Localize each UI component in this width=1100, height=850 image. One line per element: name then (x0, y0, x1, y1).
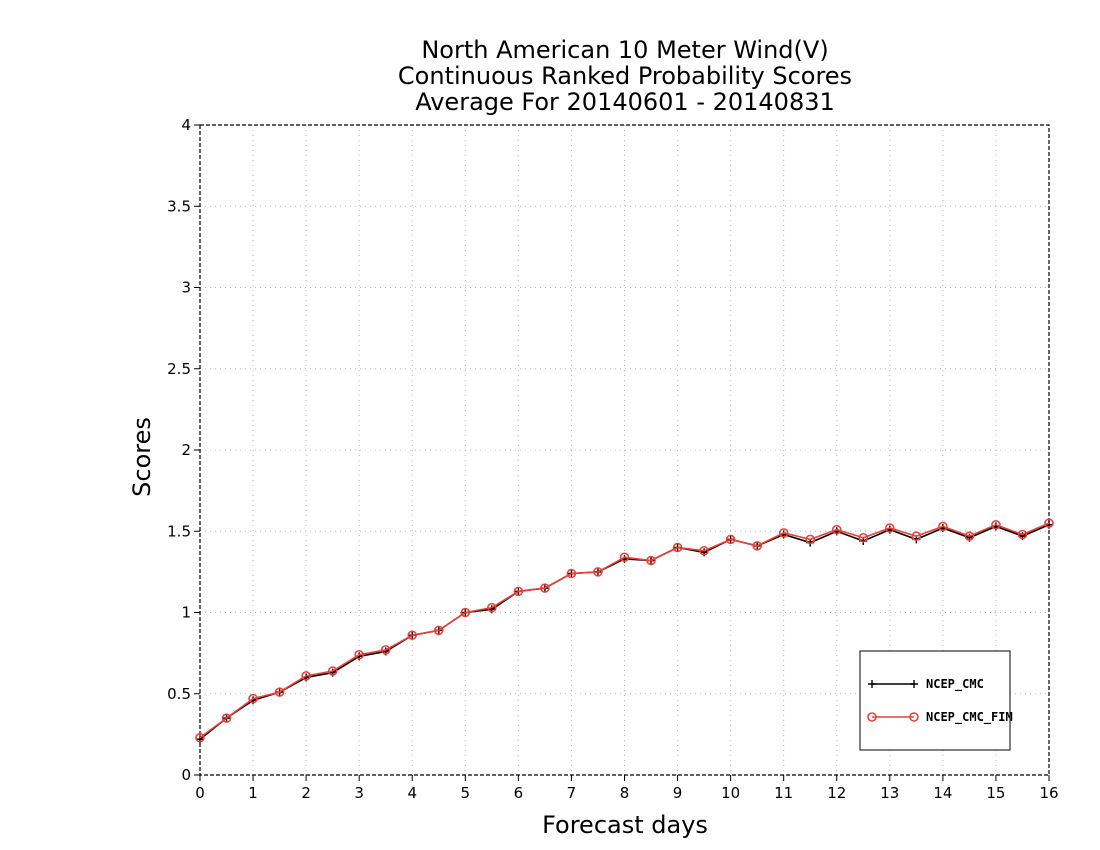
data-point (646, 555, 656, 566)
data-point (911, 531, 922, 541)
grid-lines (200, 125, 1049, 775)
y-tick-label: 1.5 (167, 522, 191, 540)
data-point (831, 524, 842, 535)
data-point (513, 586, 524, 597)
x-tick-label: 3 (354, 784, 364, 802)
y-tick-label: 2.5 (167, 360, 191, 378)
x-tick-label: 16 (1039, 784, 1058, 802)
legend-box (859, 650, 1011, 751)
data-point (380, 645, 391, 655)
title-line-2: Continuous Ranked Probability Scores (398, 62, 852, 90)
y-tick-label: 1 (181, 604, 191, 622)
data-point (1017, 529, 1028, 540)
data-point (991, 519, 1001, 530)
x-tick-label: 15 (986, 784, 1005, 802)
x-tick-label: 2 (301, 784, 311, 802)
y-tick-label: 2 (181, 441, 191, 459)
x-tick-label: 6 (514, 784, 524, 802)
x-tick-label: 11 (774, 784, 793, 802)
data-point (858, 532, 869, 543)
y-axis: 0 0.5 1 1.5 2 2.5 3 3.5 4 (167, 116, 200, 784)
data-point (1044, 518, 1054, 528)
series-ncep-cmc-fim (195, 518, 1054, 743)
title-line-3: Average For 20140601 - 20140831 (415, 88, 835, 116)
legend-marker (910, 680, 918, 688)
y-tick-label: 3 (181, 279, 191, 297)
data-point (885, 523, 895, 533)
series-line (199, 522, 1050, 739)
data-point (301, 671, 311, 681)
legend-marker (868, 680, 876, 688)
x-tick-label: 12 (827, 784, 846, 802)
y-tick-label: 4 (181, 116, 191, 134)
x-tick-label: 0 (195, 784, 205, 802)
x-tick-label: 13 (880, 784, 899, 802)
y-tick-label: 0.5 (167, 685, 191, 703)
data-point (221, 713, 232, 723)
legend: NCEP_CMC NCEP_CMC_FIM (859, 650, 1013, 751)
data-point (805, 534, 816, 545)
data-point (540, 583, 550, 593)
data-point (195, 732, 205, 743)
data-point (407, 630, 418, 641)
x-tick-label: 7 (567, 784, 577, 802)
y-axis-label: Scores (128, 417, 156, 497)
series-group (195, 518, 1054, 744)
legend-marker (867, 712, 877, 722)
data-point (938, 521, 948, 532)
legend-marker (909, 712, 919, 722)
x-tick-label: 5 (461, 784, 471, 802)
data-point (274, 687, 285, 697)
x-tick-label: 14 (933, 784, 952, 802)
x-tick-label: 10 (721, 784, 740, 802)
data-point (672, 542, 683, 553)
data-point (619, 552, 630, 563)
x-tick-label: 9 (673, 784, 683, 802)
data-point (487, 602, 497, 613)
chart-title: North American 10 Meter Wind(V) Continuo… (398, 36, 852, 116)
y-tick-label: 0 (181, 766, 191, 784)
data-point (964, 531, 975, 541)
data-point (433, 625, 444, 636)
title-line-1: North American 10 Meter Wind(V) (421, 36, 828, 64)
data-point (566, 568, 577, 579)
data-point (699, 545, 709, 556)
data-point (593, 567, 603, 577)
legend-items: NCEP_CMC NCEP_CMC_FIM (867, 677, 1013, 725)
legend-item: NCEP_CMC_FIM (867, 710, 1013, 725)
x-axis-label: Forecast days (542, 811, 708, 839)
data-point (327, 666, 338, 676)
x-tick-label: 8 (620, 784, 630, 802)
y-tick-label: 3.5 (167, 197, 191, 215)
legend-item: NCEP_CMC (868, 677, 984, 692)
x-tick-label: 4 (407, 784, 417, 802)
data-point (248, 693, 258, 704)
data-point (778, 528, 789, 538)
data-point (725, 534, 736, 545)
data-point (460, 607, 471, 618)
legend-label: NCEP_CMC (926, 677, 984, 692)
legend-label: NCEP_CMC_FIM (926, 710, 1013, 725)
x-axis: 0 1 2 3 4 5 6 7 8 9 10 11 12 13 14 15 16 (195, 775, 1059, 802)
data-point (752, 541, 762, 551)
x-tick-label: 1 (248, 784, 258, 802)
data-point (354, 649, 364, 660)
